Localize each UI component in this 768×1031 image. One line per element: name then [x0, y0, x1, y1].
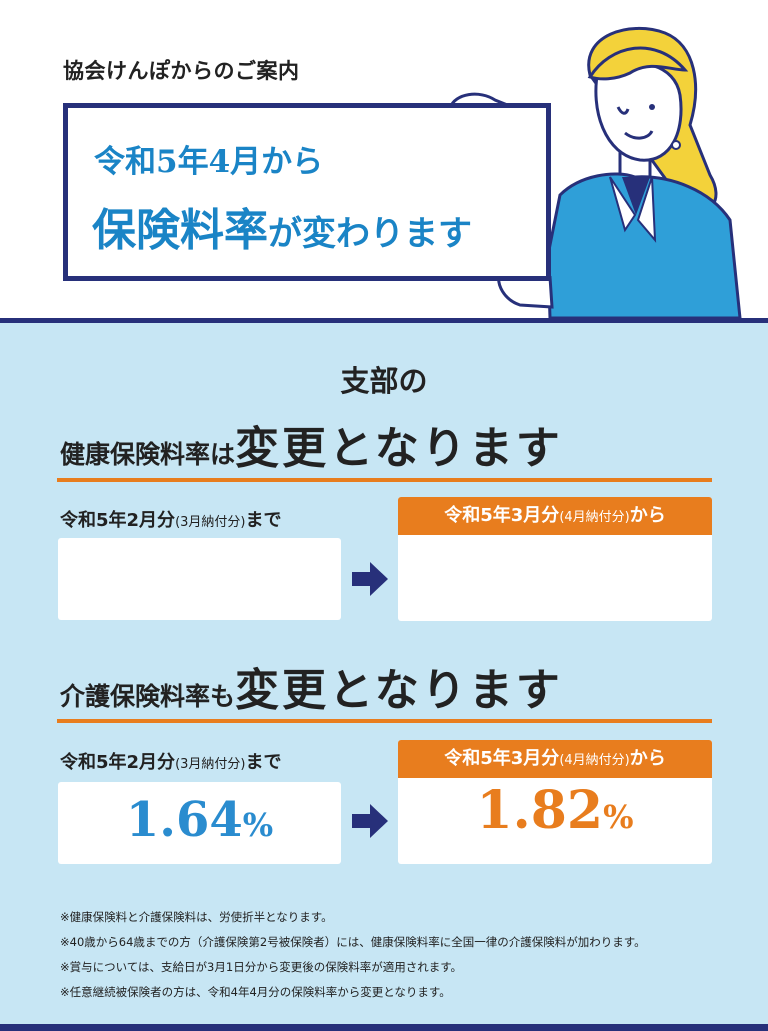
care-after-period: 令和5年3月分: [444, 748, 560, 769]
health-rule: [57, 478, 712, 482]
care-after-rate-value: 1.82: [476, 780, 604, 841]
footnote: ※賞与については、支給日が3月1日分から変更後の保険料率が適用されます。: [60, 960, 463, 974]
sign-line2-tail: が変わります: [268, 214, 472, 254]
footnote: ※40歳から64歳までの方（介護保険第2号被保険者）には、健康保険料率に全国一律…: [60, 935, 646, 949]
care-before-rate-box: 1.64%: [58, 782, 341, 864]
org-line: 協会けんぽからのご案内: [63, 59, 300, 83]
health-headline: 健康保険料率は変更となります: [60, 412, 563, 476]
health-after-card: 令和5年3月分(4月納付分)から: [398, 497, 712, 621]
footnote: ※任意継続被保険者の方は、令和4年4月分の保険料率から変更となります。: [60, 985, 451, 999]
care-after-rate-unit: %: [603, 798, 634, 836]
care-headline-big: 変更となります: [235, 665, 563, 716]
right-arrow-icon: [352, 562, 388, 596]
health-headline-big: 変更となります: [235, 423, 563, 474]
woman-holding-sign-illustration: [448, 26, 742, 318]
branch-label: 支部の: [340, 364, 428, 398]
care-after-card: 令和5年3月分(4月納付分)から 1.82%: [398, 740, 712, 864]
care-before-rate: 1.64%: [58, 792, 341, 848]
notice-sign: 令和5年4月から 保険料率が変わります: [63, 103, 551, 281]
care-after-label: 令和5年3月分(4月納付分)から: [398, 740, 712, 778]
care-before-period: 令和5年2月分: [60, 752, 176, 773]
care-before-label: 令和5年2月分(3月納付分)まで: [60, 748, 281, 774]
care-headline: 介護保険料率も変更となります: [60, 654, 563, 718]
footnote: ※健康保険料と介護保険料は、労使折半となります。: [60, 910, 333, 924]
header: 協会けんぽからのご案内 令和5年4月から 保険料率が変わります: [0, 0, 768, 318]
sign-line1: 令和5年4月から: [94, 144, 324, 180]
sign-line2-main: 保険料率: [92, 205, 268, 256]
health-headline-lead: 健康保険料率は: [60, 440, 236, 469]
care-headline-lead: 介護保険料率も: [60, 682, 236, 711]
care-before-suffix: まで: [245, 752, 282, 773]
footnotes: ※健康保険料と介護保険料は、労使折半となります。 ※40歳から64歳までの方（介…: [60, 905, 646, 1005]
right-arrow-icon: [352, 804, 388, 838]
health-before-paren: (3月納付分): [175, 515, 246, 530]
health-after-paren: (4月納付分): [559, 510, 630, 525]
care-after-suffix: から: [629, 748, 666, 769]
care-rule: [57, 719, 712, 723]
health-after-suffix: から: [629, 505, 666, 526]
rate-section: [0, 318, 768, 1031]
care-before-rate-value: 1.64: [125, 792, 243, 848]
health-before-rate-box: [58, 538, 341, 620]
divider-bottom: [0, 1024, 768, 1031]
health-before-suffix: まで: [245, 510, 282, 531]
care-before-paren: (3月納付分): [175, 757, 246, 772]
sign-line2: 保険料率が変わります: [92, 194, 472, 258]
care-after-rate: 1.82%: [398, 780, 712, 841]
health-after-period: 令和5年3月分: [444, 505, 560, 526]
care-after-paren: (4月納付分): [559, 753, 630, 768]
care-before-rate-unit: %: [242, 806, 274, 844]
divider-top: [0, 318, 768, 323]
health-before-label: 令和5年2月分(3月納付分)まで: [60, 506, 281, 532]
health-before-period: 令和5年2月分: [60, 510, 176, 531]
health-after-label: 令和5年3月分(4月納付分)から: [398, 497, 712, 535]
